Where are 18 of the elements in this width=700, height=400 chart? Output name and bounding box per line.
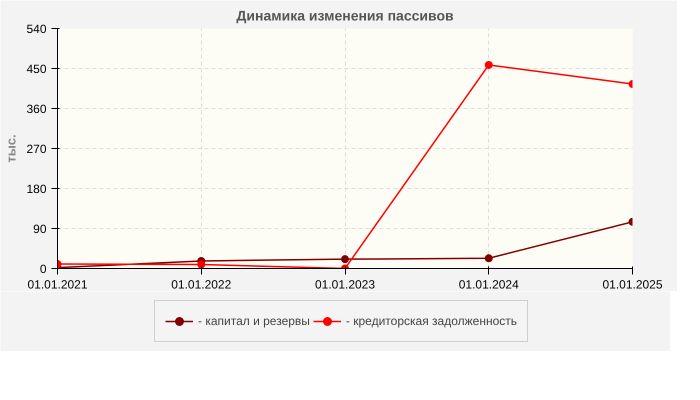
y-tick-label: 270: [26, 142, 47, 156]
chart-title: Динамика изменения пассивов: [236, 8, 454, 24]
y-tick-label: 540: [26, 22, 47, 36]
legend-label: - капитал и резервы: [198, 314, 310, 328]
x-tick-label: 01.01.2022: [171, 278, 232, 292]
y-tick-label: 0: [40, 262, 47, 276]
y-tick-label: 360: [26, 102, 47, 116]
y-tick-label: 180: [26, 182, 47, 196]
y-tick-label: 450: [26, 62, 47, 76]
x-tick-label: 01.01.2023: [314, 278, 376, 292]
y-tick-label: 90: [33, 222, 47, 236]
legend-label: - кредиторская задолженность: [346, 314, 518, 328]
y-axis-title: тыс.: [3, 134, 18, 163]
x-tick-label: 01.01.2025: [602, 278, 663, 292]
point: [484, 254, 493, 262]
point: [341, 255, 349, 264]
x-tick-label: 01.01.2021: [27, 278, 88, 292]
x-tick-label: 01.01.2024: [458, 278, 520, 292]
